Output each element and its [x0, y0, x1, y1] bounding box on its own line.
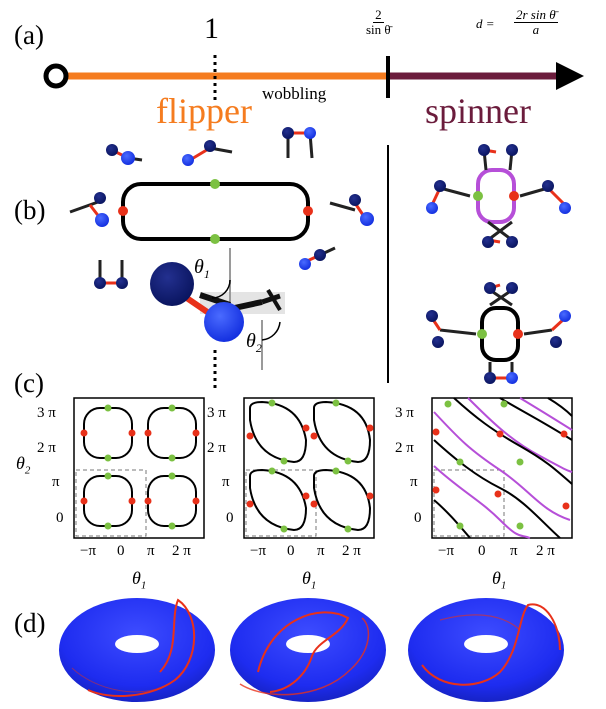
axis-arrowhead [556, 62, 584, 90]
plot2-xtick-0: 0 [287, 543, 295, 559]
plot3-frame [431, 397, 573, 539]
wobbling-label: wobbling [262, 84, 327, 103]
plot1-unit-cell [75, 469, 147, 537]
plot2-points [246, 399, 374, 533]
plot2-xtick-negpi: −π [250, 543, 267, 559]
spinner-fixed-right-2 [513, 329, 523, 339]
plot3-xtick-pi: π [510, 543, 518, 559]
spinner-fixed-left-2 [477, 329, 487, 339]
dimer-right [329, 194, 374, 226]
fixed-point-bottom [210, 234, 220, 244]
spinner-fixed-left [473, 191, 483, 201]
axis-origin-circle [43, 63, 69, 89]
tick-frac-num: 2 [373, 7, 384, 23]
tick-frac-den: sin θ̄ [366, 22, 391, 37]
tick-one-label: 1 [204, 12, 219, 45]
dimer-left [69, 192, 109, 227]
plot2-orbits [249, 400, 372, 532]
plot1-frame [73, 397, 205, 539]
theta1-label: θ1 [194, 256, 210, 281]
plot3-ytick-pi: π [410, 474, 418, 490]
plot1-ytick-2pi: 2 π [37, 440, 56, 456]
flipper-label: flipper [156, 91, 252, 131]
panel-label-a: (a) [14, 20, 44, 50]
torus-2 [230, 598, 386, 702]
dimer-bottom-left [94, 260, 128, 289]
plot1-ytick-3pi: 3 π [37, 405, 56, 421]
tick-frac-label: 2 sin θ̄ [366, 8, 391, 37]
plot2-unit-cell [245, 469, 317, 537]
spinner-dimers-top [426, 144, 571, 248]
plot2-ytick-0: 0 [226, 510, 234, 526]
plot1-points [80, 404, 200, 530]
plot2-xtick-pi: π [317, 543, 325, 559]
plot1-xtick-2pi: 2 π [172, 543, 191, 559]
plot1-xtick-0: 0 [117, 543, 125, 559]
torus-3 [408, 598, 564, 702]
plot3-ytick-2pi: 2 π [395, 440, 414, 456]
plot2-ytick-2pi: 2 π [207, 440, 226, 456]
plot3-orbits [433, 397, 573, 539]
plot2-frame [243, 397, 375, 539]
fixed-point-top [210, 179, 220, 189]
plot3-points [432, 400, 570, 530]
dimer-top-center [182, 140, 233, 166]
d-formula-num: 2r sin θ̄ [514, 7, 558, 23]
torus-1 [59, 598, 215, 702]
plot2-ytick-pi: π [222, 474, 230, 490]
plot1-xtick-pi: π [147, 543, 155, 559]
fixed-point-left [118, 206, 128, 216]
dimer-bottom-right [299, 246, 336, 270]
plot3-xtick-2pi: 2 π [536, 543, 555, 559]
plot1-xlabel: θ1 [132, 568, 147, 592]
plot1-ytick-0: 0 [56, 510, 64, 526]
plot3-ytick-0: 0 [414, 510, 422, 526]
plot3-xtick-0: 0 [478, 543, 486, 559]
theta2-label: θ2 [246, 330, 262, 355]
spinner-fixed-right [509, 191, 519, 201]
plot2-xlabel: θ1 [302, 568, 317, 592]
spinner-dimers-bottom [426, 282, 571, 384]
plot2-ytick-3pi: 3 π [207, 405, 226, 421]
fixed-point-right [303, 206, 313, 216]
plot1-ylabel: θ2 [16, 453, 31, 477]
plot1-xtick-negpi: −π [80, 543, 97, 559]
panel-label-b: (b) [14, 195, 46, 225]
panel-label-c: (c) [14, 368, 44, 398]
plot3-xlabel: θ1 [492, 568, 507, 592]
plot3-xtick-negpi: −π [438, 543, 455, 559]
dimer-top-right [282, 127, 316, 159]
plot1-ytick-pi: π [52, 474, 60, 490]
dimer-top-left [106, 144, 143, 165]
d-formula-lhs: d = [476, 16, 495, 31]
d-formula-frac: 2r sin θ̄ a [514, 8, 558, 37]
panel-label-d: (d) [14, 608, 46, 638]
plot3-ytick-3pi: 3 π [395, 405, 414, 421]
d-formula-den: a [532, 22, 540, 37]
large-dimer [150, 248, 285, 370]
spinner-label: spinner [425, 91, 531, 131]
plot2-xtick-2pi: 2 π [342, 543, 361, 559]
